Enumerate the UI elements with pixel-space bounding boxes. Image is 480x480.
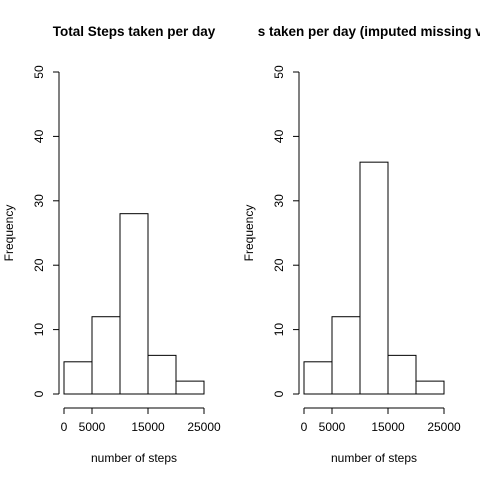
histogram-panel-original: Total Steps taken per day number of step… (2, 24, 221, 465)
histogram-bar (63, 361, 93, 395)
histogram-bar (147, 354, 177, 395)
y-axis: 0 10 20 30 40 50 (32, 65, 60, 397)
y-tick-label: 50 (272, 65, 286, 79)
y-axis-label: Frequency (2, 205, 16, 262)
x-axis: 0 5000 15000 25000 (61, 407, 221, 434)
histogram-bar (331, 316, 361, 395)
histogram-bar (175, 380, 205, 395)
x-tick-label: 25000 (427, 420, 461, 434)
x-tick-label: 25000 (187, 420, 221, 434)
histogram-bar (359, 161, 389, 395)
x-tick-label: 5000 (319, 420, 346, 434)
x-tick-label: 15000 (131, 420, 165, 434)
y-tick-label: 40 (32, 129, 46, 143)
y-axis: 0 10 20 30 40 50 (272, 65, 300, 397)
histogram-bar (119, 213, 149, 395)
y-tick-label: 10 (272, 323, 286, 337)
bars (63, 213, 205, 395)
x-axis: 0 5000 15000 25000 (301, 407, 461, 434)
histogram-bar (387, 354, 417, 395)
x-tick-label: 0 (301, 420, 308, 434)
chart-title: s taken per day (imputed missing va (258, 24, 480, 39)
y-tick-label: 20 (272, 258, 286, 272)
histogram-bar (303, 361, 333, 395)
y-tick-label: 0 (272, 390, 286, 397)
histogram-bar (91, 316, 121, 395)
histogram-panel-imputed: s taken per day (imputed missing va numb… (242, 24, 480, 465)
x-tick-label: 15000 (371, 420, 405, 434)
y-tick-label: 10 (32, 323, 46, 337)
x-tick-label: 5000 (79, 420, 106, 434)
bars (303, 161, 445, 395)
y-axis-label: Frequency (242, 205, 256, 262)
y-tick-label: 40 (272, 129, 286, 143)
y-tick-label: 30 (32, 194, 46, 208)
x-tick-label: 0 (61, 420, 68, 434)
y-tick-label: 30 (272, 194, 286, 208)
y-tick-label: 20 (32, 258, 46, 272)
y-tick-label: 50 (32, 65, 46, 79)
x-axis-label: number of steps (91, 451, 177, 465)
chart-title: Total Steps taken per day (53, 24, 216, 39)
histogram-bar (415, 380, 445, 395)
y-tick-label: 0 (32, 390, 46, 397)
x-axis-label: number of steps (331, 451, 417, 465)
